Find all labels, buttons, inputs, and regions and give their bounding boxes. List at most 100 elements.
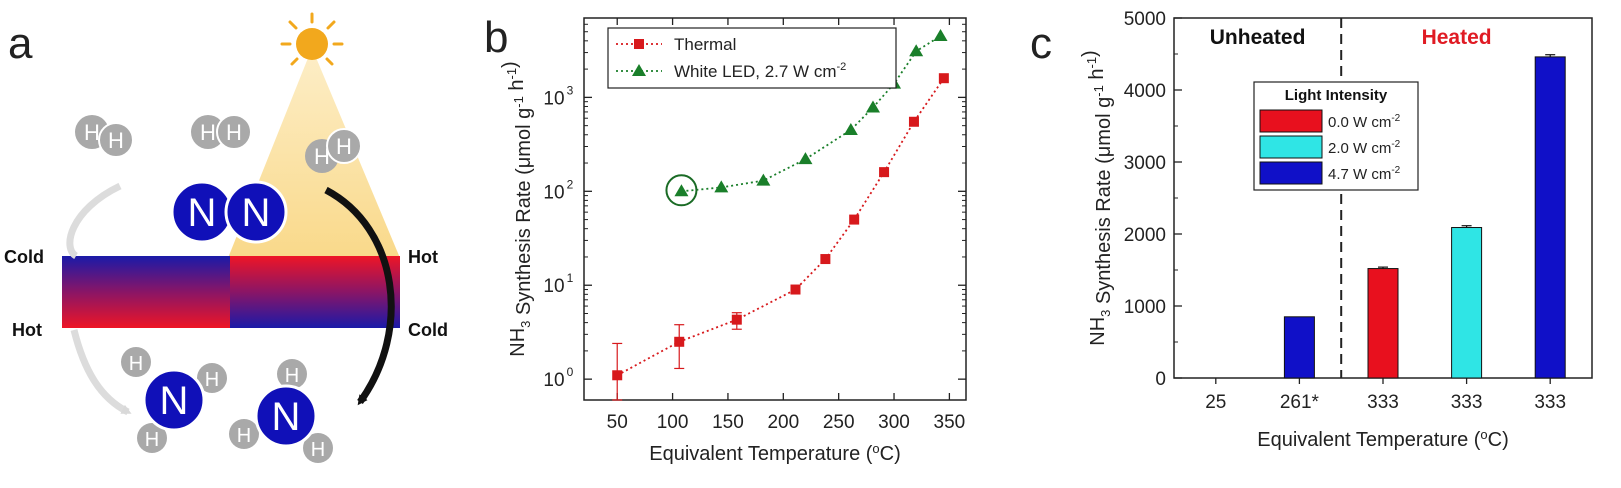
chart-c-svg: c 0 1000 2000 3000 4000 5000 25 261* 333 333 333 Un… <box>1030 9 1593 451</box>
n-atom-label: N <box>160 379 189 423</box>
nh3-molecule: H H H N <box>229 359 333 463</box>
panel-c-chart: c 0 1000 2000 3000 4000 5000 25 261* 333 333 333 Un… <box>1000 0 1621 488</box>
panel-a-schematic: a Cold Hot Hot Cold <box>0 0 480 488</box>
legend-label: 4.7 W cm-2 <box>1328 165 1401 183</box>
y-tick-exponent: 0 <box>567 365 574 379</box>
data-point-white-led <box>933 29 948 42</box>
x-tick-label: 200 <box>767 412 799 433</box>
x-tick-label: 333 <box>1451 392 1483 413</box>
data-point-thermal <box>849 214 860 225</box>
nh3-molecule: H H H N <box>121 347 227 453</box>
x-tick-label: 333 <box>1367 392 1399 413</box>
data-point-white-led <box>909 44 924 57</box>
panel-b-chart: b 50 100 150 200 250 300 350 10 0 10 1 10 2 10 3 Equiva… <box>480 0 1000 488</box>
legend-label: Thermal <box>674 35 736 54</box>
data-point-white-led <box>798 152 813 165</box>
h-atom-label: H <box>200 120 216 145</box>
bar-3 <box>1367 268 1399 379</box>
y-tick-exponent: 1 <box>567 271 574 285</box>
h2-molecule: H H <box>305 128 362 173</box>
plot-frame <box>583 17 967 401</box>
panel-letter-a: a <box>8 19 33 68</box>
x-tick-label: 333 <box>1534 392 1566 413</box>
h-atom-label: H <box>84 120 100 145</box>
data-point-thermal <box>790 284 801 295</box>
legend-box <box>607 27 897 89</box>
data-point-white-led <box>714 180 729 193</box>
region-label-heated: Heated <box>1422 26 1492 49</box>
x-tick-label: 150 <box>712 412 744 433</box>
legend-label: White LED, 2.7 W cm-2 <box>674 61 846 81</box>
legend-swatch <box>1259 161 1323 185</box>
n-atom-label: N <box>272 395 301 439</box>
data-point-thermal <box>879 167 890 178</box>
data-point-white-led <box>674 184 689 197</box>
h-atom-label: H <box>314 144 330 169</box>
h-atom-label: H <box>129 353 143 375</box>
data-point-white-led <box>756 173 771 186</box>
arrow-adsorb-gray <box>66 182 122 260</box>
n-atom-label: N <box>188 191 217 235</box>
h-atom-label: H <box>226 120 242 145</box>
data-point-thermal <box>938 73 949 84</box>
h-atom-label: H <box>336 134 352 159</box>
data-point-thermal <box>731 314 742 325</box>
y-axis-label: NH3 Synthesis Rate (μmol g-1 h-1) <box>1079 50 1115 345</box>
y-tick-label: 2000 <box>1124 225 1166 246</box>
highlight-circle <box>665 174 698 207</box>
y-tick-label: 10 <box>543 370 564 391</box>
legend-marker-thermal <box>634 39 644 49</box>
series-line-thermal <box>616 77 945 377</box>
label-cold-left: Cold <box>4 247 44 267</box>
data-point-thermal <box>908 116 919 127</box>
catalyst-cold-side <box>62 256 230 328</box>
y-tick-label: 10 <box>543 88 564 109</box>
bar-4 <box>1451 227 1483 379</box>
bar-2 <box>1283 316 1315 379</box>
legend-title: Light Intensity <box>1285 87 1388 104</box>
h-atom-label: H <box>237 425 251 447</box>
data-point-thermal <box>612 370 623 381</box>
y-tick-label: 10 <box>543 182 564 203</box>
x-tick-label: 25 <box>1205 392 1226 413</box>
y-tick-label: 4000 <box>1124 81 1166 102</box>
y-tick-exponent: 2 <box>567 177 574 191</box>
h2-molecule: H H <box>75 115 134 158</box>
n-atom-label: N <box>242 191 271 235</box>
data-point-white-led <box>843 122 858 135</box>
x-tick-label: 250 <box>823 412 855 433</box>
y-axis-label: NH3 Synthesis Rate (μmol g-1 h-1) <box>499 61 535 356</box>
legend-label: 2.0 W cm-2 <box>1328 139 1401 157</box>
y-tick-label: 3000 <box>1124 153 1166 174</box>
legend-swatch <box>1259 135 1323 159</box>
y-tick-label: 0 <box>1155 369 1166 390</box>
h-atom-label: H <box>205 369 219 391</box>
n2-molecule: N N <box>170 180 288 244</box>
data-point-thermal <box>674 336 685 347</box>
x-axis-label: Equivalent Temperature (oC) <box>649 441 901 465</box>
label-cold-right: Cold <box>408 320 448 340</box>
label-hot-right: Hot <box>408 247 438 267</box>
h2-molecule: H H <box>191 114 252 150</box>
x-tick-label: 350 <box>934 412 966 433</box>
arrow-reaction-black <box>324 186 395 406</box>
y-tick-label: 1000 <box>1124 297 1166 318</box>
panel-letter-b: b <box>484 13 508 62</box>
panel-letter-c: c <box>1030 19 1052 68</box>
region-label-unheated: Unheated <box>1210 26 1306 49</box>
x-tick-label: 300 <box>878 412 910 433</box>
label-hot-left: Hot <box>12 320 42 340</box>
y-tick-label: 10 <box>543 276 564 297</box>
data-point-white-led <box>865 100 880 113</box>
legend-label: 0.0 W cm-2 <box>1328 113 1401 131</box>
arrow-desorb-gray <box>70 329 132 416</box>
data-point-thermal <box>820 254 831 265</box>
y-tick-label: 5000 <box>1124 9 1166 30</box>
h-atom-label: H <box>108 128 124 153</box>
legend-marker-white-led <box>632 64 646 76</box>
x-tick-label: 100 <box>657 412 689 433</box>
x-tick-label: 50 <box>607 412 628 433</box>
y-tick-exponent: 3 <box>567 83 574 97</box>
h-atom-label: H <box>145 429 159 451</box>
